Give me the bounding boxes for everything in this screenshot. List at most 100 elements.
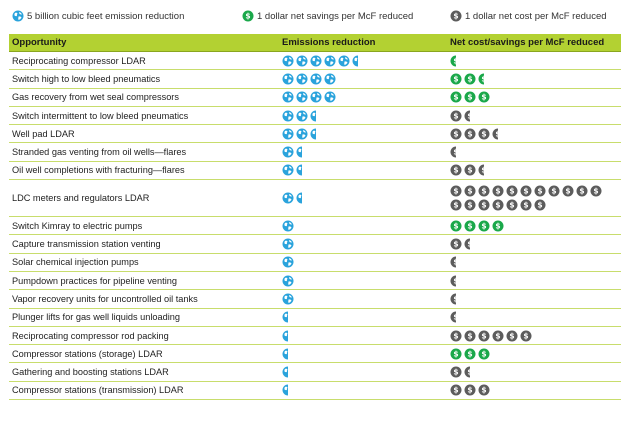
dollar-cost-icon: $ (450, 110, 462, 122)
dollar-savings-icon: $ (464, 91, 476, 103)
dollar-cost-icon: $ (520, 185, 532, 197)
globe-icon (12, 10, 24, 22)
table-row: Switch intermittent to low bleed pneumat… (9, 107, 621, 126)
svg-text:$: $ (467, 368, 470, 377)
svg-text:$: $ (453, 386, 458, 395)
dollar-cost-icon: $ (492, 185, 504, 197)
globe-icon (296, 91, 308, 103)
dollar-cost-icon: $ (478, 128, 490, 140)
svg-text:$: $ (523, 331, 528, 340)
svg-text:$: $ (509, 331, 514, 340)
globe-icon (282, 146, 294, 158)
emissions-reduction-cell (279, 107, 447, 124)
dollar-cost-icon: $ (450, 185, 462, 197)
net-cost-savings-cell: $ $ $ $ (447, 217, 621, 234)
svg-text:$: $ (481, 166, 484, 175)
opportunity-name: Pumpdown practices for pipeline venting (12, 275, 177, 286)
svg-text:$: $ (481, 129, 486, 138)
dollar-cost-icon: $ (464, 164, 476, 176)
svg-text:$: $ (453, 349, 458, 358)
opportunity-name: LDC meters and regulators LDAR (12, 193, 150, 204)
svg-text:$: $ (467, 349, 472, 358)
dollar-savings-icon: $ (478, 348, 490, 360)
dollar-cost-half-icon: $ (464, 110, 470, 122)
globe-half-icon (296, 192, 302, 204)
legend-cost-label: 1 dollar net cost per McF reduced (465, 10, 607, 22)
table-row: Solar chemical injection pumps $ (9, 254, 621, 272)
column-header-emissions: Emissions reduction (282, 37, 376, 48)
table-row: Pumpdown practices for pipeline venting $ (9, 272, 621, 291)
svg-text:$: $ (245, 12, 250, 21)
globe-half-icon (352, 55, 358, 67)
globe-icon (282, 55, 294, 67)
emissions-reduction-cell (279, 290, 447, 307)
opportunity-name: Compressor stations (storage) LDAR (12, 348, 163, 359)
emissions-reduction-cell (279, 70, 447, 87)
svg-text:$: $ (593, 187, 598, 196)
opportunity-name: Well pad LDAR (12, 128, 75, 139)
svg-text:$: $ (453, 129, 458, 138)
table-row: Reciprocating compressor rod packing $ $ $ $… (9, 327, 621, 346)
svg-text:$: $ (453, 56, 456, 65)
dollar-cost-half-icon: $ (450, 275, 456, 287)
opportunity-name: Plunger lifts for gas well liquids unloa… (12, 312, 181, 323)
globe-icon (296, 128, 308, 140)
svg-text:$: $ (453, 111, 458, 120)
globe-half-icon (282, 366, 288, 378)
svg-text:$: $ (453, 12, 458, 21)
legend-savings-label: 1 dollar net savings per McF reduced (257, 10, 414, 22)
net-cost-savings-cell: $ (447, 52, 621, 69)
table-row: Reciprocating compressor LDAR $ (9, 52, 621, 71)
svg-text:$: $ (495, 221, 500, 230)
dollar-cost-icon: $ (520, 199, 532, 211)
svg-text:$: $ (481, 74, 484, 83)
opportunity-name: Capture transmission station venting (12, 239, 161, 250)
emissions-reduction-cell (279, 254, 447, 271)
globe-icon (282, 73, 294, 85)
svg-text:$: $ (495, 187, 500, 196)
net-cost-savings-cell: $ (447, 272, 621, 289)
dollar-savings-icon: $ (450, 220, 462, 232)
globe-icon (282, 256, 294, 268)
svg-text:$: $ (551, 187, 556, 196)
dollar-savings-icon: $ (492, 220, 504, 232)
dollar-cost-icon: $ (450, 384, 462, 396)
net-cost-savings-cell: $ $ $ (447, 162, 621, 179)
svg-text:$: $ (467, 386, 472, 395)
dollar-cost-icon: $ (534, 199, 546, 211)
svg-text:$: $ (495, 331, 500, 340)
svg-text:$: $ (481, 331, 486, 340)
svg-text:$: $ (467, 331, 472, 340)
globe-icon (324, 91, 336, 103)
dollar-cost-icon: $ (450, 366, 462, 378)
opportunity-name: Switch intermittent to low bleed pneumat… (12, 110, 189, 121)
svg-text:$: $ (453, 148, 456, 157)
emissions-reduction-cell (279, 272, 447, 289)
dollar-cost-icon: $ (450, 164, 462, 176)
svg-text:$: $ (523, 187, 528, 196)
svg-text:$: $ (467, 129, 472, 138)
svg-text:$: $ (481, 386, 486, 395)
net-cost-savings-cell: $$ (447, 107, 621, 124)
globe-icon (310, 55, 322, 67)
emissions-reduction-cell (279, 309, 447, 326)
svg-text:$: $ (453, 221, 458, 230)
globe-half-icon (310, 128, 316, 140)
dollar-savings-icon: $ (450, 91, 462, 103)
table-row: Plunger lifts for gas well liquids unloa… (9, 309, 621, 327)
legend-emission: 5 billion cubic feet emission reduction (12, 10, 184, 22)
opportunity-name: Oil well completions with fracturing—fla… (12, 165, 185, 176)
emissions-reduction-cell (279, 327, 447, 344)
dollar-cost-icon: $ (520, 330, 532, 342)
dollar-cost-icon: $ (464, 330, 476, 342)
dollar-cost-half-icon: $ (464, 366, 470, 378)
globe-half-icon (282, 311, 288, 323)
dollar-cost-icon: $ (450, 10, 462, 22)
table-row: Well pad LDAR $ $ $ $ (9, 125, 621, 144)
globe-icon (282, 164, 294, 176)
net-cost-savings-cell: $$ (447, 363, 621, 380)
dollar-cost-icon: $ (506, 185, 518, 197)
globe-half-icon (296, 146, 302, 158)
globe-icon (282, 110, 294, 122)
svg-text:$: $ (495, 129, 498, 138)
